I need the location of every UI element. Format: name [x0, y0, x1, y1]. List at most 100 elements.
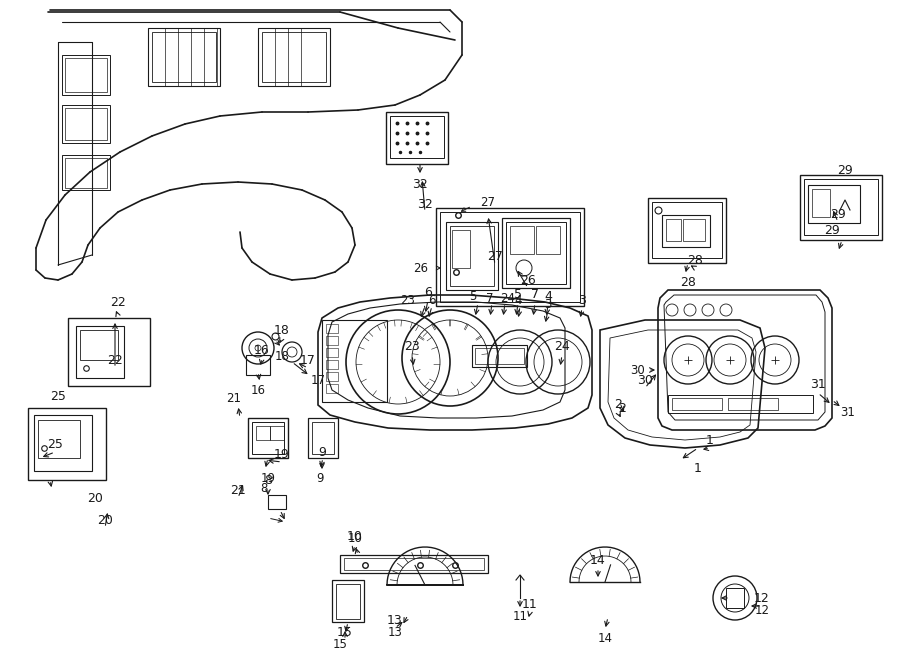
- Text: 1: 1: [694, 461, 702, 475]
- Text: 23: 23: [400, 293, 415, 307]
- Bar: [436, 208, 584, 306]
- Bar: [472, 345, 527, 367]
- Bar: [65, 158, 107, 188]
- Bar: [648, 198, 726, 263]
- Bar: [652, 202, 722, 258]
- Bar: [475, 348, 524, 364]
- Text: 15: 15: [338, 625, 353, 639]
- Bar: [152, 32, 216, 82]
- Text: 24: 24: [554, 340, 570, 354]
- Bar: [326, 384, 338, 393]
- Text: 1: 1: [706, 434, 714, 446]
- Text: 22: 22: [107, 354, 123, 366]
- Text: 11: 11: [522, 598, 538, 611]
- Bar: [256, 426, 270, 440]
- Bar: [76, 326, 124, 378]
- Bar: [308, 418, 338, 458]
- Text: 25: 25: [50, 389, 66, 403]
- Bar: [65, 108, 107, 140]
- Text: 30: 30: [631, 364, 645, 377]
- Text: 32: 32: [417, 198, 433, 210]
- Bar: [506, 222, 566, 284]
- Text: 12: 12: [754, 592, 770, 605]
- Text: 9: 9: [316, 471, 324, 485]
- Bar: [808, 185, 860, 223]
- Bar: [258, 28, 330, 86]
- Bar: [726, 588, 744, 608]
- Text: 17: 17: [300, 354, 316, 366]
- Bar: [800, 175, 882, 240]
- Text: 8: 8: [261, 481, 268, 494]
- Bar: [446, 222, 498, 290]
- Text: 16: 16: [254, 344, 270, 356]
- Bar: [450, 226, 494, 286]
- Text: 29: 29: [824, 223, 840, 237]
- Text: 6: 6: [424, 286, 432, 299]
- Text: 3: 3: [578, 293, 586, 307]
- Text: 2: 2: [618, 401, 626, 414]
- Bar: [728, 398, 778, 410]
- Text: 8: 8: [264, 473, 272, 486]
- Bar: [332, 580, 364, 622]
- Text: 31: 31: [841, 405, 855, 418]
- Bar: [148, 28, 220, 86]
- Text: 15: 15: [333, 637, 347, 650]
- Bar: [326, 324, 338, 333]
- Bar: [344, 558, 484, 570]
- Text: 4: 4: [514, 293, 522, 307]
- Bar: [536, 226, 560, 254]
- Bar: [28, 408, 106, 480]
- Bar: [326, 360, 338, 369]
- Bar: [666, 219, 681, 241]
- Bar: [246, 355, 270, 375]
- Text: 2: 2: [614, 397, 622, 410]
- Bar: [62, 55, 110, 95]
- Bar: [340, 555, 488, 573]
- Text: 4: 4: [544, 290, 552, 303]
- Text: 20: 20: [97, 514, 112, 527]
- Text: 29: 29: [830, 208, 846, 221]
- Bar: [34, 415, 92, 471]
- Bar: [312, 422, 334, 454]
- Text: 12: 12: [754, 603, 770, 617]
- Text: 31: 31: [810, 379, 826, 391]
- Text: 5: 5: [469, 290, 477, 303]
- Bar: [390, 116, 444, 158]
- Text: 25: 25: [47, 438, 63, 451]
- Text: 19: 19: [260, 471, 275, 485]
- Bar: [452, 230, 470, 268]
- Text: 21: 21: [230, 483, 246, 496]
- Bar: [668, 395, 813, 413]
- Bar: [662, 215, 710, 247]
- Bar: [322, 320, 387, 402]
- Bar: [252, 422, 284, 454]
- Bar: [65, 58, 107, 92]
- Bar: [683, 219, 705, 241]
- Text: 24: 24: [500, 292, 516, 305]
- Text: 27: 27: [480, 196, 495, 208]
- Text: 7: 7: [486, 292, 494, 305]
- Text: 3: 3: [544, 299, 552, 311]
- Text: 9: 9: [318, 446, 326, 459]
- Bar: [812, 189, 830, 217]
- Text: 21: 21: [227, 391, 241, 405]
- Bar: [270, 426, 284, 440]
- Bar: [38, 420, 80, 458]
- Text: 32: 32: [412, 178, 427, 192]
- Text: 10: 10: [347, 531, 363, 545]
- Bar: [386, 112, 448, 164]
- Text: 6: 6: [428, 293, 436, 307]
- Bar: [440, 212, 580, 302]
- Text: 30: 30: [637, 373, 652, 387]
- Text: 11: 11: [512, 611, 527, 623]
- Text: 14: 14: [590, 553, 606, 566]
- Bar: [68, 318, 150, 386]
- Text: 13: 13: [388, 627, 402, 639]
- Text: 13: 13: [387, 613, 403, 627]
- Text: 28: 28: [680, 276, 696, 288]
- Bar: [268, 495, 286, 509]
- Text: 26: 26: [413, 262, 428, 274]
- Text: 29: 29: [837, 163, 853, 176]
- Text: 19: 19: [274, 447, 290, 461]
- Bar: [326, 336, 338, 345]
